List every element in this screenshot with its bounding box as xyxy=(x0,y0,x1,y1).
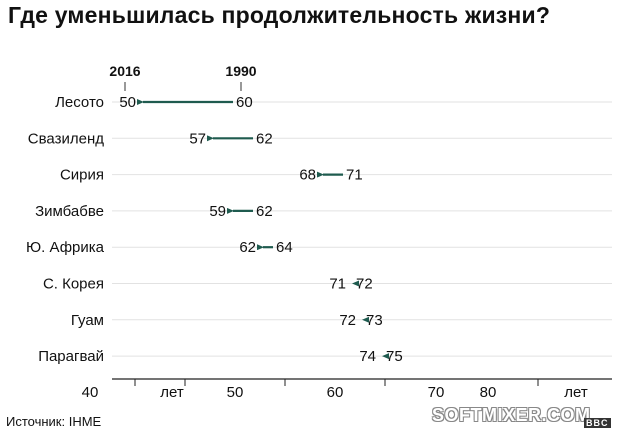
value-label-1990: 71 xyxy=(346,167,363,184)
category-label: Парагвай xyxy=(38,348,104,365)
value-label-1990: 72 xyxy=(356,276,373,293)
value-label-1990: 60 xyxy=(236,94,253,111)
x-unit-label: лет xyxy=(160,384,184,401)
value-label-2016: 57 xyxy=(189,130,206,147)
category-label: Гуам xyxy=(71,312,104,329)
value-label-1990: 73 xyxy=(366,312,383,329)
value-label-1990: 64 xyxy=(276,239,293,256)
value-label-1990: 62 xyxy=(256,203,273,220)
chart-title: Где уменьшилась продолжительность жизни? xyxy=(8,2,551,28)
value-label-2016: 72 xyxy=(339,312,356,329)
value-label-2016: 74 xyxy=(359,348,376,365)
x-tick-label: 40 xyxy=(82,384,99,401)
value-label-1990: 62 xyxy=(256,130,273,147)
x-tick-label: 60 xyxy=(327,384,344,401)
value-label-2016: 71 xyxy=(329,276,346,293)
series-label-2016: 2016 xyxy=(109,63,140,79)
watermark-text: SOFTMIXER.COM xyxy=(432,405,591,425)
category-label: Свазиленд xyxy=(28,130,104,147)
category-label: С. Корея xyxy=(43,276,104,293)
value-label-2016: 68 xyxy=(299,167,316,184)
category-label: Зимбабве xyxy=(35,203,104,220)
value-label-2016: 50 xyxy=(119,94,136,111)
x-tick-label: 80 xyxy=(480,384,497,401)
value-label-2016: 59 xyxy=(209,203,226,220)
value-label-1990: 75 xyxy=(386,348,403,365)
bbc-logo: BBC xyxy=(584,418,611,428)
x-tick-label: 50 xyxy=(227,384,244,401)
x-unit-label: лет xyxy=(564,384,588,401)
series-label-1990: 1990 xyxy=(225,63,256,79)
value-label-2016: 62 xyxy=(239,239,256,256)
category-label: Лесото xyxy=(55,94,104,111)
category-label: Ю. Африка xyxy=(26,239,105,256)
x-tick-label: 70 xyxy=(428,384,445,401)
category-label: Сирия xyxy=(60,167,104,184)
source-note: Источник: IHME xyxy=(6,414,102,429)
